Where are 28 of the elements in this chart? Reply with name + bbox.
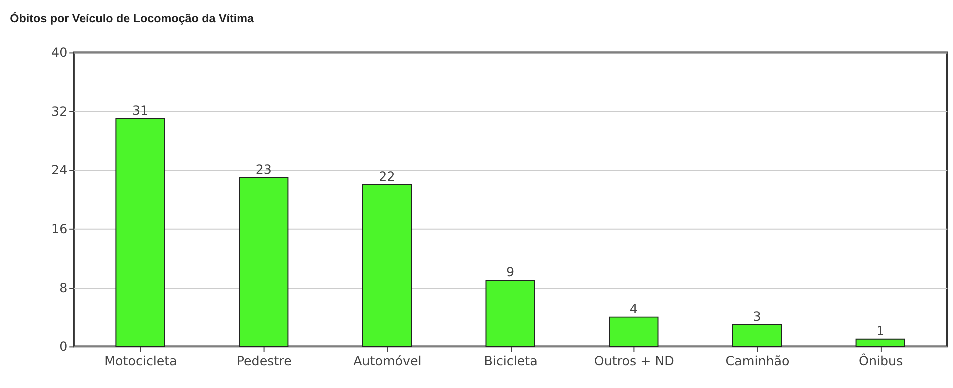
data-label: 1 bbox=[876, 323, 885, 338]
data-label: 9 bbox=[506, 264, 515, 280]
bar bbox=[856, 338, 906, 348]
bar bbox=[486, 280, 536, 348]
x-tick-label: Bicicleta bbox=[484, 354, 538, 369]
y-tick-label: 16 bbox=[52, 221, 68, 236]
data-label: 22 bbox=[379, 169, 396, 184]
x-tick-label: Automóvel bbox=[354, 354, 422, 369]
data-label: 23 bbox=[256, 162, 272, 177]
y-tick-label: 0 bbox=[60, 339, 68, 354]
y-tick-label: 40 bbox=[52, 45, 68, 60]
bar bbox=[609, 316, 659, 348]
bar bbox=[239, 177, 289, 348]
chart-title: Óbitos por Veículo de Locomoção da Vítima bbox=[10, 12, 255, 26]
data-label: 4 bbox=[630, 301, 638, 316]
bar bbox=[116, 118, 166, 348]
y-tick-label: 32 bbox=[52, 104, 68, 119]
x-tick-label: Ônibus bbox=[859, 354, 904, 369]
x-tick-label: Caminhão bbox=[726, 354, 790, 369]
bar bbox=[732, 324, 782, 348]
x-tick-label: Outros + ND bbox=[594, 354, 674, 369]
bar bbox=[362, 184, 412, 348]
y-tick-label: 24 bbox=[52, 162, 68, 178]
x-tick-label: Pedestre bbox=[236, 354, 292, 369]
y-tick-label: 8 bbox=[60, 280, 68, 296]
data-label: 31 bbox=[132, 102, 149, 118]
data-label: 3 bbox=[753, 308, 762, 324]
x-tick-label: Motocicleta bbox=[104, 354, 178, 369]
